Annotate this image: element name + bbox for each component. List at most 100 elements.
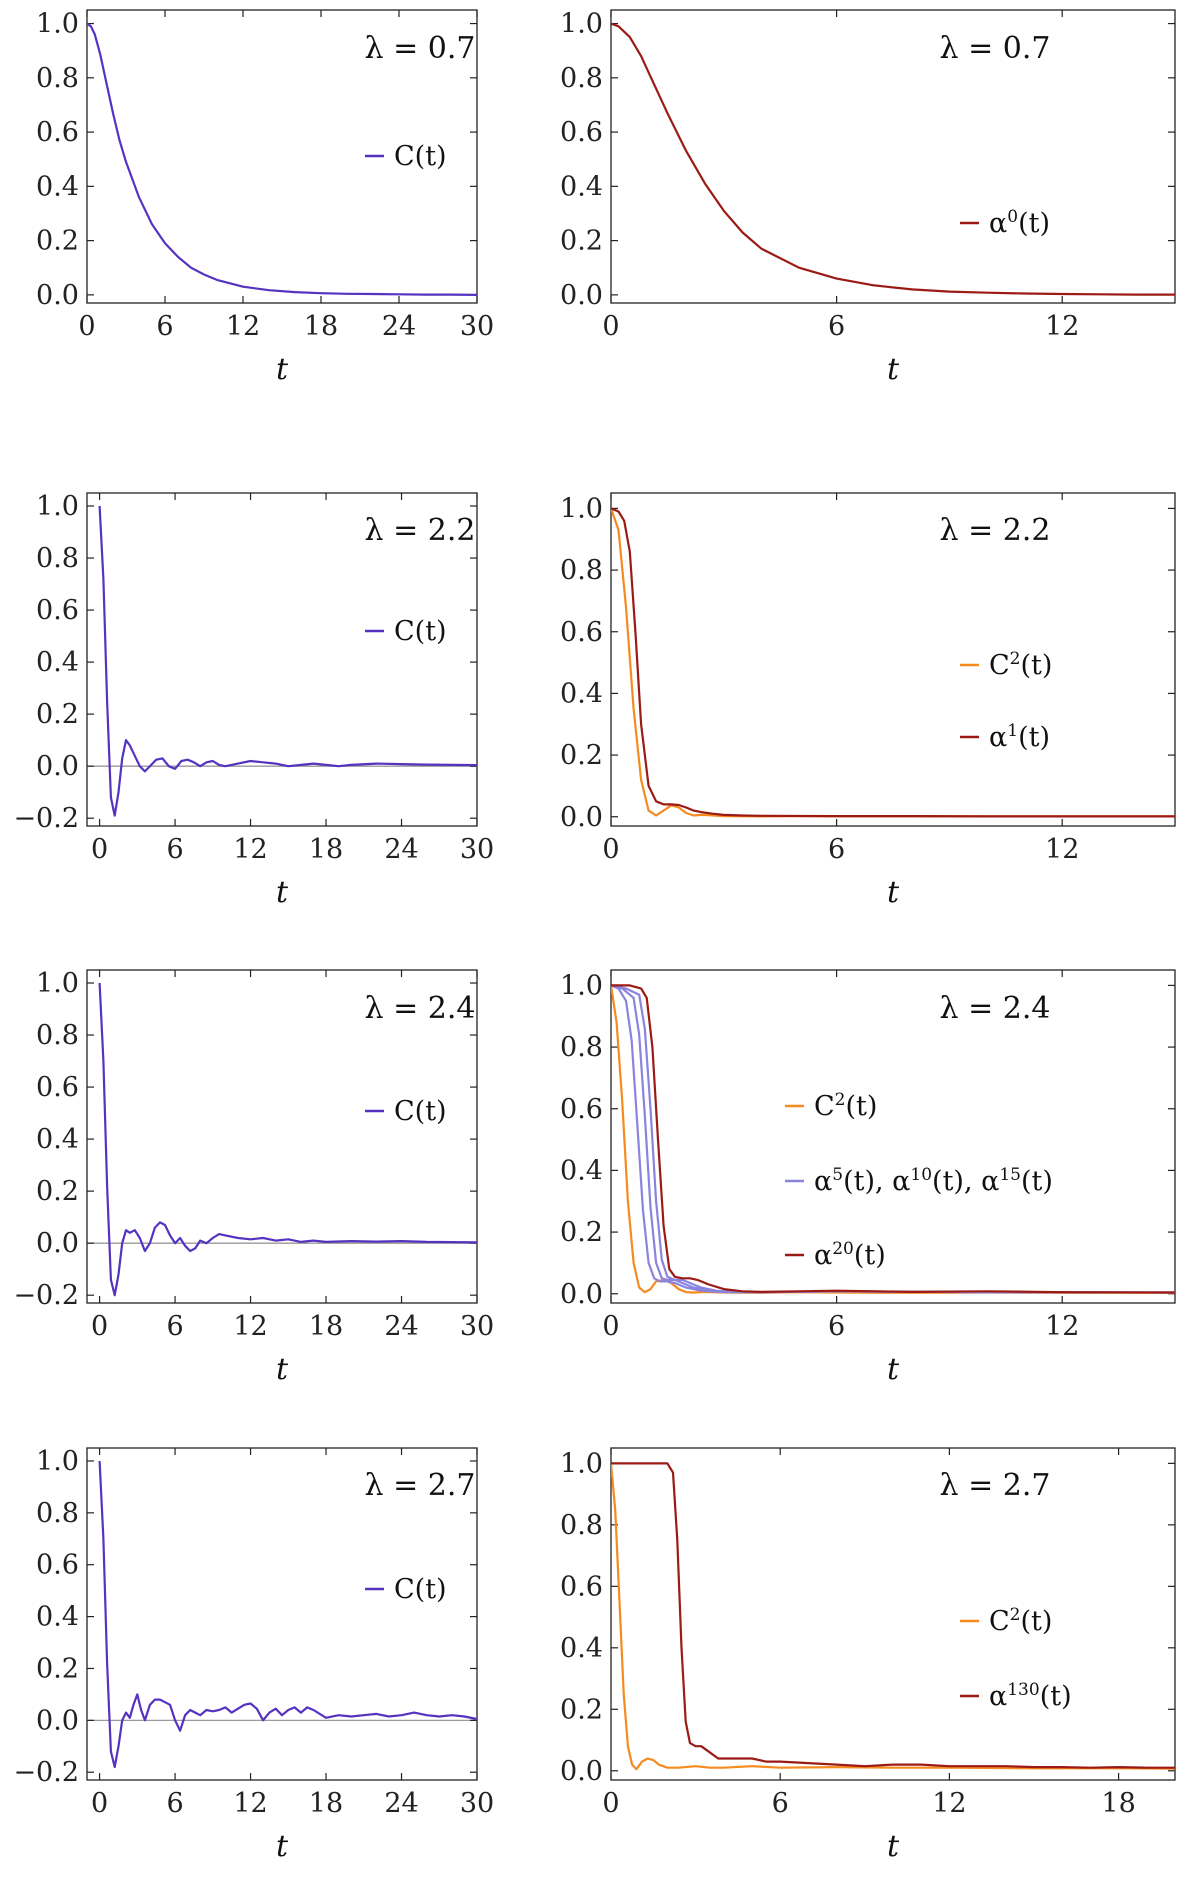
x-axis-label: t	[276, 875, 289, 910]
x-tick-label: 18	[309, 1788, 343, 1819]
y-tick-label: 0.6	[560, 1094, 603, 1125]
x-axis-label: t	[887, 1352, 900, 1387]
series-line-1	[611, 1463, 1175, 1771]
y-tick-label: 0.0	[36, 1705, 79, 1736]
y-tick-label: 0.6	[560, 617, 603, 648]
y-tick-label: −0.2	[13, 1280, 79, 1311]
series-line-1	[611, 508, 1175, 818]
series-line-1	[98, 982, 477, 1297]
y-tick-label: 0.6	[560, 117, 603, 148]
x-tick-label: 0	[602, 1788, 619, 1819]
x-tick-label: 24	[384, 834, 418, 865]
x-axis-label: t	[887, 352, 900, 387]
x-tick-label: 6	[166, 834, 183, 865]
x-tick-label: 30	[460, 1788, 494, 1819]
x-tick-label: 18	[309, 1311, 343, 1342]
series-line-1	[98, 1460, 477, 1769]
x-tick-label: 12	[233, 1788, 267, 1819]
x-tick-label: 12	[1045, 311, 1079, 342]
series-line-1	[611, 985, 1175, 1294]
y-tick-label: 0.0	[560, 802, 603, 833]
y-tick-label: 1.0	[560, 1448, 603, 1479]
chart-panel-5: 0 6 12 18 24 30 −0.2 0.0 0.2 0.4 0.6 0.8 1.0 t λ = 2.4…	[13, 968, 494, 1387]
y-tick-label: 0.4	[560, 1155, 603, 1186]
x-tick-label: 24	[382, 311, 416, 342]
x-tick-label: 12	[1045, 834, 1079, 865]
y-tick-label: 0.4	[560, 678, 603, 709]
lambda-annotation: λ = 2.7	[365, 1468, 476, 1503]
legend-label: C(t)	[394, 616, 447, 647]
x-tick-label: 0	[91, 834, 108, 865]
plot-frame	[86, 969, 478, 1304]
series-line-2	[611, 507, 1175, 818]
x-tick-label: 0	[78, 311, 95, 342]
y-tick-label: 0.4	[36, 171, 79, 202]
y-tick-label: 0.0	[36, 280, 79, 311]
x-tick-label: 12	[1045, 1311, 1079, 1342]
y-tick-label: 0.4	[560, 1633, 603, 1664]
x-tick-label: 0	[91, 1311, 108, 1342]
chart-panel-1: 0 6 12 18 24 30 0.0 0.2 0.4 0.6 0.8 1.0 t λ = 0.7 C(t)	[36, 9, 494, 387]
plot-frame	[86, 9, 478, 304]
x-tick-label: 6	[166, 1788, 183, 1819]
plot-frame	[610, 969, 1176, 1304]
legend-label: C2(t)	[989, 649, 1052, 681]
chart-panel-8: 0 6 12 18 0.0 0.2 0.4 0.6 0.8 1.0 t λ = 2.7 C2(t) α13…	[560, 1447, 1176, 1864]
chart-panel-3: 0 6 12 18 24 30 −0.2 0.0 0.2 0.4 0.6 0.8 1.0 t λ = 2.2…	[13, 491, 494, 910]
y-tick-label: 0.2	[560, 1217, 603, 1248]
y-tick-label: −0.2	[13, 1757, 79, 1788]
y-tick-label: 0.2	[36, 226, 79, 257]
x-axis-label: t	[276, 1352, 289, 1387]
y-tick-label: 0.4	[36, 1602, 79, 1633]
lambda-annotation: λ = 2.4	[365, 991, 476, 1026]
y-tick-label: 0.0	[560, 280, 603, 311]
x-tick-label: 24	[384, 1788, 418, 1819]
x-tick-label: 0	[91, 1788, 108, 1819]
y-tick-label: 1.0	[560, 493, 603, 524]
legend-label: C(t)	[394, 141, 447, 172]
chart-panel-2: 0 6 12 0.0 0.2 0.4 0.6 0.8 1.0 t λ = 0.7 α0(t)	[560, 9, 1176, 387]
plot-frame	[610, 492, 1176, 827]
y-tick-label: 0.2	[560, 1694, 603, 1725]
y-tick-label: 0.6	[36, 117, 79, 148]
x-tick-label: 18	[309, 834, 343, 865]
chart-panel-6: 0 6 12 0.0 0.2 0.4 0.6 0.8 1.0 t λ = 2.4 C2(t) α5(t)…	[560, 969, 1176, 1387]
lambda-annotation: λ = 2.2	[940, 513, 1051, 548]
y-tick-label: 0.6	[560, 1571, 603, 1602]
y-tick-label: 0.8	[560, 63, 603, 94]
y-tick-label: 0.0	[560, 1756, 603, 1787]
x-tick-label: 12	[226, 311, 260, 342]
y-tick-label: 1.0	[36, 968, 79, 999]
y-tick-label: 1.0	[36, 491, 79, 522]
plot-frame	[610, 1447, 1176, 1781]
y-tick-label: 0.2	[36, 1653, 79, 1684]
y-tick-label: 0.4	[36, 1124, 79, 1155]
x-axis-label: t	[887, 1829, 900, 1864]
series-line-4	[611, 984, 1175, 1294]
legend-label: α1(t)	[989, 721, 1050, 753]
x-tick-label: 6	[828, 834, 845, 865]
legend-label: α20(t)	[814, 1239, 886, 1271]
x-tick-label: 6	[156, 311, 173, 342]
chart-panel-7: 0 6 12 18 24 30 −0.2 0.0 0.2 0.4 0.6 0.8 1.0 t λ = 2.7…	[13, 1446, 494, 1864]
y-tick-label: 0.8	[560, 555, 603, 586]
x-tick-label: 0	[602, 311, 619, 342]
y-tick-label: 0.0	[560, 1279, 603, 1310]
y-tick-label: 0.8	[36, 1498, 79, 1529]
x-tick-label: 6	[166, 1311, 183, 1342]
x-tick-label: 6	[772, 1788, 789, 1819]
x-tick-label: 6	[828, 1311, 845, 1342]
y-tick-label: 0.6	[36, 1072, 79, 1103]
x-axis-label: t	[276, 1829, 289, 1864]
y-tick-label: 0.8	[560, 1510, 603, 1541]
y-tick-label: 1.0	[560, 9, 603, 40]
series-line-5	[611, 984, 1175, 1294]
y-tick-label: 0.6	[36, 595, 79, 626]
y-tick-label: −0.2	[13, 803, 79, 834]
lambda-annotation: λ = 2.7	[940, 1468, 1051, 1503]
y-tick-label: 0.4	[36, 647, 79, 678]
legend-label: α5(t), α10(t), α15(t)	[814, 1165, 1053, 1197]
series-line-3	[611, 984, 1175, 1294]
series-line-1	[87, 22, 477, 296]
x-tick-label: 0	[602, 1311, 619, 1342]
